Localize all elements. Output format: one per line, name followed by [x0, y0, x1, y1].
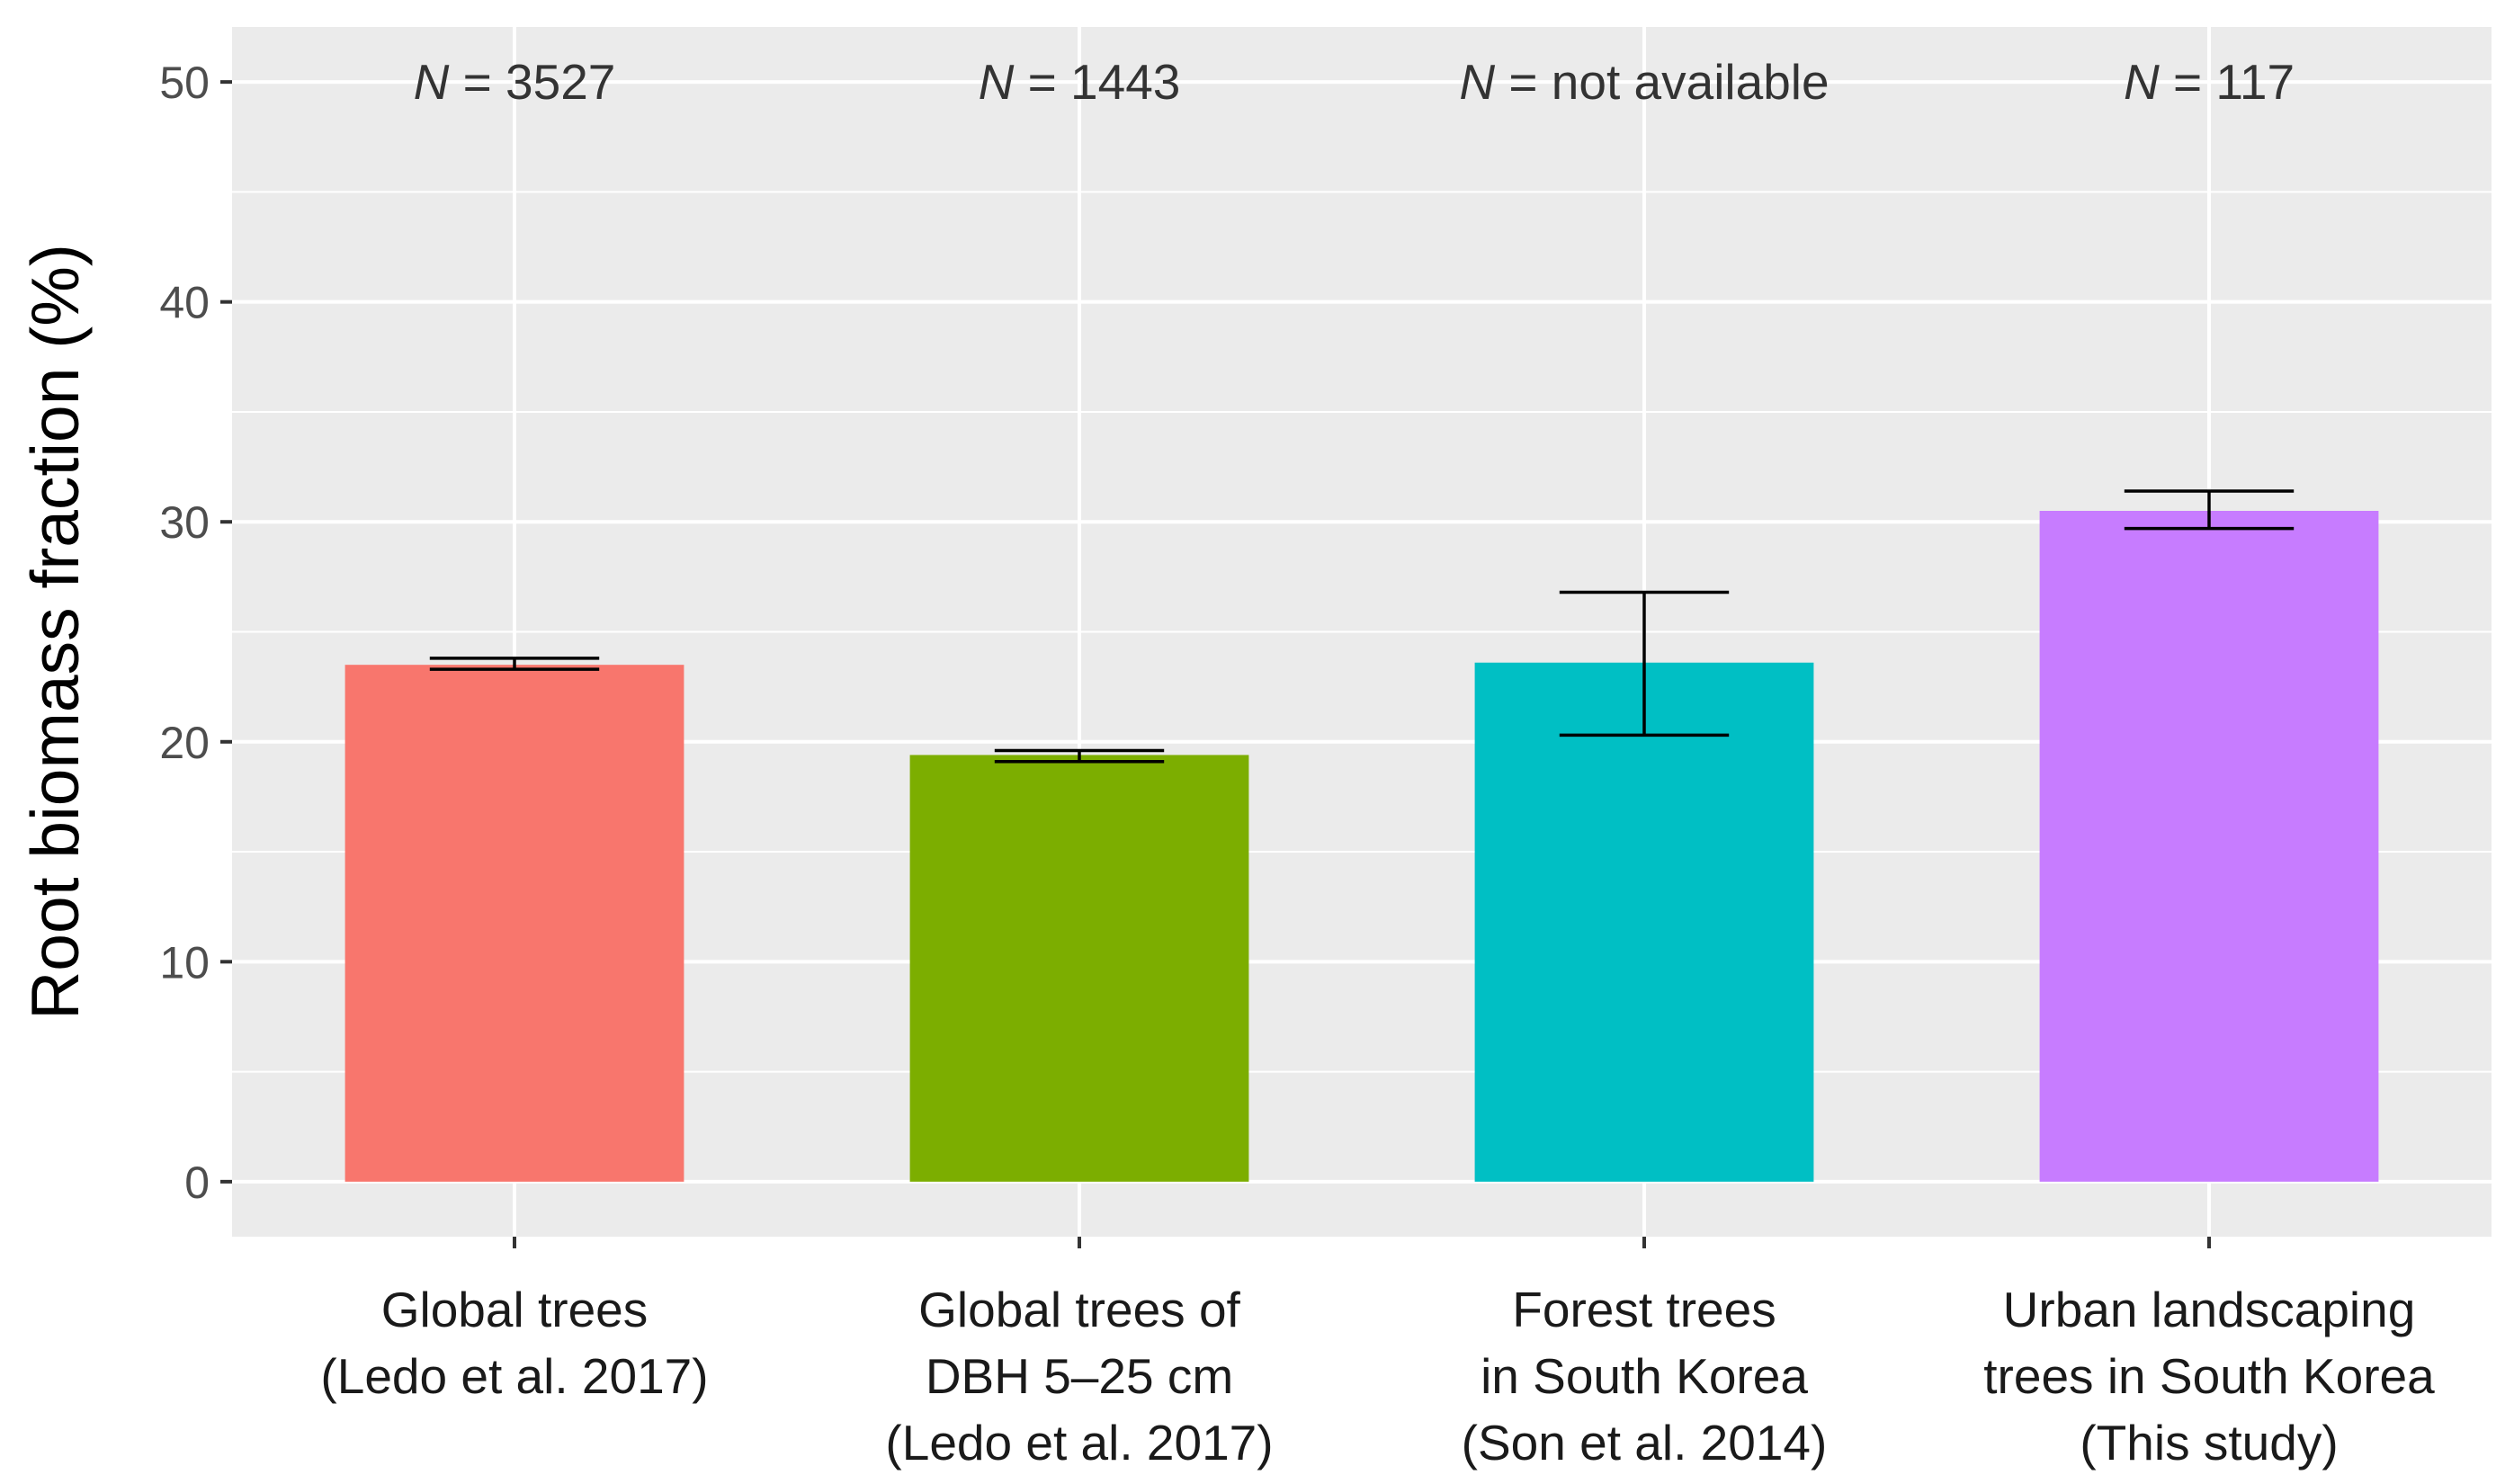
x-axis: Global trees (Ledo et al. 2017)Global tre… [320, 1237, 2435, 1471]
x-category-label-line: trees in South Korea [1983, 1348, 2435, 1404]
y-axis: 0 10 20 30 40 50 [159, 58, 232, 1208]
sample-size-value: = 117 [2160, 54, 2295, 110]
sample-size-value: = 1443 [1014, 54, 1180, 110]
x-category-label-line: (This study) [2080, 1415, 2338, 1471]
y-tick-label: 50 [159, 58, 210, 108]
x-category-label-line: DBH 5–25 cm [926, 1348, 1233, 1404]
x-category-label-line: (Ledo et al. 2017) [320, 1348, 708, 1404]
x-category-label-line: Global trees of [918, 1282, 1240, 1337]
sample-size-symbol: N [979, 54, 1015, 110]
n-labels: N = 3527 N = 1443 N = not available N = 117 [414, 54, 2295, 110]
sample-size-label: N = not available [1459, 54, 1829, 110]
x-category-label-line: Urban landscaping [2003, 1282, 2416, 1337]
sample-size-value: = 3527 [449, 54, 615, 110]
sample-size-label: N = 3527 [414, 54, 616, 110]
error-bar [994, 748, 1165, 764]
sample-size-value: = not available [1495, 54, 1830, 110]
x-category-label-line: in South Korea [1481, 1348, 1808, 1404]
sample-size-label: N = 1443 [979, 54, 1181, 110]
y-tick-label: 10 [159, 937, 210, 988]
x-category-label: Global trees of DBH 5–25 cm (Ledo et al. 2… [885, 1282, 1273, 1471]
bar [2039, 511, 2379, 1182]
error-bar [1559, 590, 1730, 738]
y-tick-label: 20 [159, 718, 210, 768]
error-bars [429, 489, 2295, 764]
bar [909, 755, 1249, 1182]
x-category-label: Forest trees in South Korea (Son et al. 20… [1462, 1282, 1828, 1471]
y-axis-title: Root biomass fraction (%) [17, 244, 93, 1020]
sample-size-symbol: N [2124, 54, 2160, 110]
x-category-label-line: (Son et al. 2014) [1462, 1415, 1828, 1471]
x-category-label-line: (Ledo et al. 2017) [885, 1415, 1273, 1471]
error-bar [2124, 489, 2295, 531]
y-tick-label: 0 [184, 1158, 210, 1208]
y-tick-label: 30 [159, 497, 210, 548]
error-bar [429, 657, 600, 671]
bars [344, 511, 2379, 1182]
bar [344, 665, 684, 1182]
x-category-label: Global trees (Ledo et al. 2017) [320, 1282, 708, 1404]
bar [1474, 662, 1814, 1182]
sample-size-label: N = 117 [2124, 54, 2295, 110]
x-category-label-line: Forest trees [1512, 1282, 1776, 1337]
y-tick-label: 40 [159, 278, 210, 328]
sample-size-symbol: N [1459, 54, 1495, 110]
x-category-label: Urban landscaping trees in South Korea (Th… [1983, 1282, 2435, 1471]
sample-size-symbol: N [414, 54, 450, 110]
x-category-label-line: Global trees [381, 1282, 649, 1337]
